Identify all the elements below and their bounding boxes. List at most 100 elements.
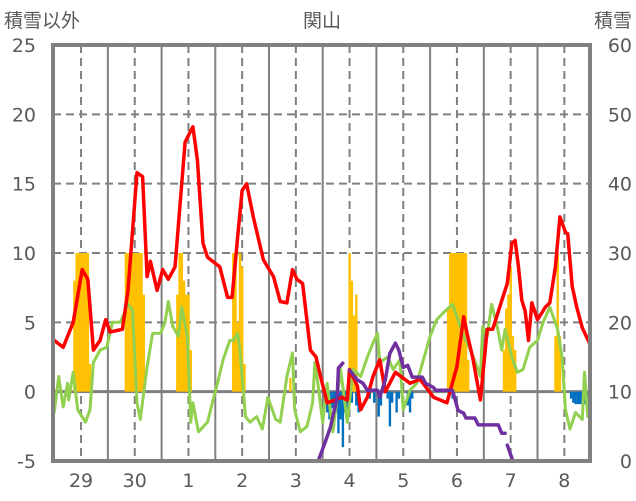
orange-bar: [232, 253, 235, 392]
orange-bar: [138, 253, 141, 392]
blue-bar: [341, 391, 345, 448]
left-tick-label: 15: [12, 174, 36, 196]
right-tick-label: 20: [608, 312, 632, 334]
x-tick-label: 8: [558, 470, 570, 492]
orange-bar: [558, 336, 562, 392]
orange-bar: [514, 350, 517, 392]
x-tick-label: 3: [290, 470, 302, 492]
orange-bar: [509, 266, 512, 392]
orange-bar: [348, 253, 351, 392]
right-tick-label: 40: [608, 174, 632, 196]
blue-bar: [388, 391, 392, 427]
blue-bar: [578, 391, 582, 405]
blue-bar: [346, 391, 349, 420]
blue-bar: [408, 391, 412, 413]
green-line: [52, 300, 592, 434]
orange-bar: [77, 253, 81, 392]
x-tick-label: 6: [451, 470, 463, 492]
orange-bar: [142, 294, 145, 392]
blue-bar: [386, 391, 389, 399]
orange-bar: [449, 253, 452, 392]
left-tick-label: 20: [12, 104, 36, 126]
x-axis-ticks: 29 30 1 2 3 4 5 6 7 8: [69, 470, 570, 492]
left-tick-label: 0: [24, 382, 36, 404]
blue-bar: [373, 391, 376, 403]
right-axis-title: 積雪: [594, 10, 632, 32]
orange-bar: [236, 322, 239, 392]
orange-bar: [238, 253, 242, 392]
blue-bar: [355, 391, 358, 406]
orange-bar: [502, 350, 506, 392]
blue-bar: [411, 391, 414, 399]
orange-bar: [182, 280, 186, 392]
orange-bar: [73, 280, 76, 392]
plot-border: [51, 43, 592, 463]
orange-bar: [451, 253, 454, 392]
blue-bar: [337, 391, 340, 434]
blue-bar: [377, 391, 380, 417]
left-tick-label: 5: [24, 312, 36, 334]
orange-bar: [140, 253, 143, 392]
chart-title: 関山: [303, 10, 341, 32]
right-tick-label: 50: [608, 104, 632, 126]
orange-bar: [79, 253, 83, 392]
orange-bar: [352, 315, 356, 392]
orange-bar: [124, 253, 128, 392]
right-tick-label: 10: [608, 382, 632, 404]
blue-bar: [576, 391, 580, 405]
right-tick-label: 0: [620, 451, 632, 473]
x-tick-label: 30: [123, 470, 147, 492]
orange-bar: [350, 280, 354, 392]
left-tick-label: 10: [12, 243, 36, 265]
right-tick-label: 30: [608, 243, 632, 265]
orange-bar: [75, 253, 78, 392]
orange-bar: [82, 253, 85, 392]
blue-bar: [339, 391, 342, 420]
orange-bar: [129, 253, 132, 392]
orange-bar: [84, 253, 87, 392]
orange-bar: [88, 363, 92, 392]
orange-bar: [446, 308, 450, 392]
orange-bar: [189, 350, 192, 392]
orange-bar: [467, 359, 470, 392]
orange-bar: [453, 253, 456, 392]
orange-bar: [135, 253, 139, 392]
x-tick-label: 7: [505, 470, 517, 492]
blue-bar: [569, 391, 573, 399]
blue-bar: [397, 391, 401, 399]
right-tick-label: 60: [608, 35, 632, 57]
x-tick-label: 29: [69, 470, 93, 492]
blue-bar: [390, 391, 394, 403]
plot-frame: [51, 43, 592, 463]
left-tick-label: -5: [17, 451, 36, 473]
x-tick-label: 5: [397, 470, 409, 492]
red-line: [52, 125, 592, 412]
orange-bar: [126, 253, 130, 392]
blue-bar: [395, 391, 398, 413]
x-tick-label: 2: [236, 470, 248, 492]
left-axis-title: 積雪以外: [4, 10, 80, 32]
x-tick-label: 1: [182, 470, 194, 492]
orange-bar: [556, 253, 559, 392]
orange-bar: [133, 253, 137, 392]
blue-bar: [572, 391, 575, 403]
orange-bar: [234, 253, 237, 392]
orange-bar: [505, 308, 508, 392]
orange-bar: [355, 294, 358, 392]
left-tick-label: 25: [12, 35, 36, 57]
blue-bar: [574, 391, 577, 405]
orange-bar: [176, 294, 179, 392]
right-axis-ticks: 60 50 40 30 20 10 0: [608, 35, 632, 473]
left-axis-ticks: 25 20 15 10 5 0 -5: [12, 35, 36, 473]
orange-bar: [180, 253, 184, 392]
blue-bar: [379, 391, 383, 406]
blue-bar: [350, 391, 354, 403]
orange-bar: [241, 266, 244, 392]
orange-bar: [289, 377, 292, 392]
x-tick-label: 4: [344, 470, 356, 492]
orange-bar: [455, 253, 459, 392]
orange-bar: [554, 336, 557, 392]
orange-bar: [86, 253, 90, 392]
orange-bar: [243, 363, 246, 392]
